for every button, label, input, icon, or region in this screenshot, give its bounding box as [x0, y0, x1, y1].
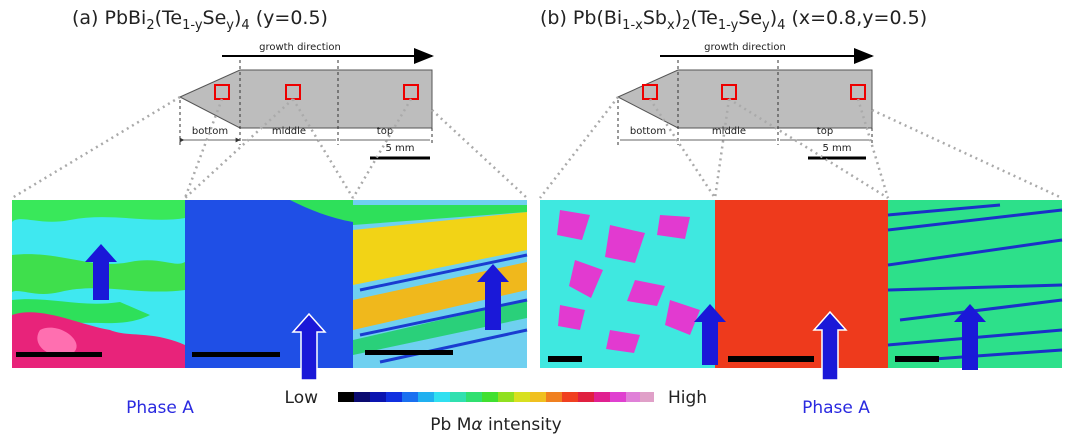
colorbar — [338, 392, 654, 402]
title-part: Se — [738, 7, 762, 29]
title-part: 2 — [682, 18, 690, 33]
label-part: Pb M — [430, 415, 471, 435]
title-part: (y=0.5) — [250, 7, 328, 29]
panel-a-diagram: growth direction bottom middle top 5 mm — [12, 42, 527, 198]
title-part: (a) PbBi — [72, 7, 146, 29]
colorbar-label: Pb Mα intensity — [430, 415, 561, 435]
scale-label: 5 mm — [385, 143, 414, 154]
title-part: 2 — [146, 18, 154, 33]
title-part: 4 — [777, 18, 785, 33]
title-part: ) — [234, 7, 241, 29]
growth-direction: growth direction — [259, 42, 341, 53]
map-images-b — [540, 200, 1062, 380]
title-part: (Te — [690, 7, 717, 29]
title-part: 4 — [241, 18, 249, 33]
title-part: 1-y — [718, 18, 739, 33]
phase-label: Phase A — [126, 398, 194, 418]
title-part: Sb — [643, 7, 667, 29]
title-part: (Te — [155, 7, 182, 29]
panel-b-title: (b) Pb(Bi1-xSbx)2(Te1-ySey)4 (x=0.8,y=0.… — [540, 7, 927, 33]
title-part: (x=0.8,y=0.5) — [785, 7, 927, 29]
title-part: (b) Pb(Bi — [540, 7, 622, 29]
phase-label: Phase A — [802, 398, 870, 418]
scale-label: 5 mm — [822, 143, 851, 154]
region-label: middle — [272, 126, 306, 137]
colorbar-low: Low — [285, 388, 319, 408]
growth-direction: growth direction — [704, 42, 786, 53]
label-part: intensity — [483, 415, 562, 435]
panel-a-title: (a) PbBi2(Te1-ySey)4 (y=0.5) — [72, 7, 328, 33]
figure: (a) PbBi2(Te1-ySey)4 (y=0.5) (b) Pb(Bi1-… — [0, 0, 1070, 435]
title-part: ) — [675, 7, 682, 29]
region-label: bottom — [630, 126, 666, 137]
region-label: middle — [712, 126, 746, 137]
title-part: 1-y — [182, 18, 203, 33]
label-part: α — [471, 415, 482, 435]
title-part: 1-x — [622, 18, 643, 33]
colorbar-high: High — [668, 388, 707, 408]
map-images-a — [12, 200, 527, 380]
title-part: ) — [770, 7, 777, 29]
region-label: top — [377, 126, 393, 137]
region-label: top — [817, 126, 833, 137]
panel-b-diagram: growth direction bottom middle top 5 mm — [540, 42, 1062, 198]
title-part: Se — [203, 7, 227, 29]
